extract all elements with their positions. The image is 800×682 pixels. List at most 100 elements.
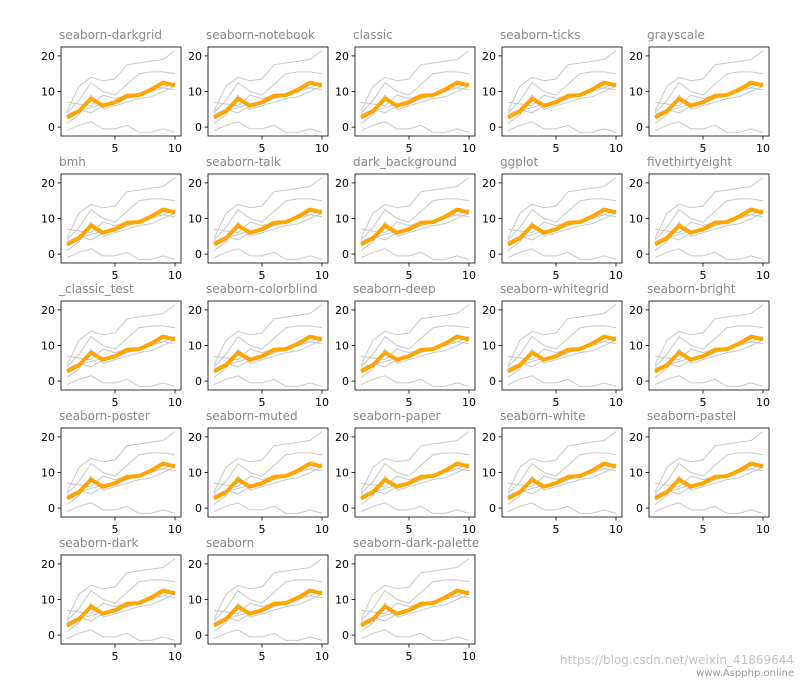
y-tick-label: 20 [629,177,643,190]
x-tick-label: 5 [259,142,266,155]
background-series-line [654,177,764,239]
highlight-series-line [654,207,764,247]
x-tick-label: 10 [462,142,476,155]
y-tick-label: 10 [335,213,349,226]
background-series-line [654,463,764,497]
background-series-line [66,590,176,624]
highlight-series-line [66,80,176,120]
panel-title: seaborn-deep [353,282,436,296]
x-tick-label: 10 [462,523,476,536]
background-series-line [66,452,176,495]
y-tick-label: 20 [335,431,349,444]
y-tick-label: 20 [629,50,643,63]
y-tick-label: 10 [41,86,55,99]
y-tick-label: 0 [342,248,349,261]
highlight-series-line [213,461,323,501]
y-tick-label: 0 [489,121,496,134]
y-tick-label: 20 [188,558,202,571]
background-series-line [66,502,176,514]
highlight-series-line [213,207,323,247]
background-series-line [360,71,470,114]
background-series-line [66,629,176,641]
y-tick-label: 0 [636,502,643,515]
x-tick-label: 5 [112,269,119,282]
highlight-series-line [360,80,470,120]
chart-panel: bmh 0 10 20 5 10 [41,155,182,282]
x-tick-label: 10 [168,523,182,536]
panel-title: bmh [59,155,86,169]
chart-panel: dark_background 0 10 20 5 10 [335,155,476,282]
background-series-line [507,375,617,387]
x-tick-label: 5 [553,269,560,282]
background-series-line [654,71,764,114]
watermark: https://blog.csdn.net/weixin_41869644 ww… [560,654,794,680]
background-series-line [66,248,176,260]
chart-panel: seaborn-colorblind 0 10 20 5 10 [188,282,329,409]
y-tick-label: 0 [48,121,55,134]
highlight-series-line [66,461,176,501]
y-tick-label: 10 [188,340,202,353]
background-series-line [360,463,470,497]
background-series-line [213,121,323,133]
panel-title: seaborn-colorblind [206,282,318,296]
background-series-line [360,198,470,241]
y-tick-label: 10 [482,86,496,99]
highlight-series-line [66,334,176,374]
background-series-line [507,209,617,243]
y-tick-label: 0 [636,248,643,261]
y-tick-label: 20 [41,50,55,63]
y-tick-label: 20 [335,558,349,571]
background-series-line [507,177,617,239]
background-series-line [360,558,470,620]
y-tick-label: 10 [629,86,643,99]
x-tick-label: 5 [553,142,560,155]
background-series-line [654,248,764,260]
y-tick-label: 10 [335,86,349,99]
background-series-line [66,71,176,114]
background-series-line [213,198,323,241]
chart-panel: seaborn-whitegrid 0 10 20 5 10 [482,282,623,409]
highlight-series-line [507,461,617,501]
background-series-line [360,248,470,260]
background-series-line [360,590,470,624]
panel-title: seaborn-notebook [206,28,315,42]
x-tick-label: 10 [609,396,623,409]
y-tick-label: 20 [629,431,643,444]
background-series-line [213,590,323,624]
background-series-line [507,121,617,133]
chart-panel: classic 0 10 20 5 10 [335,28,476,155]
x-tick-label: 5 [112,142,119,155]
chart-panel: grayscale 0 10 20 5 10 [629,28,770,155]
chart-panel: seaborn-darkgrid 0 10 20 5 10 [41,28,182,155]
x-tick-label: 5 [406,523,413,536]
x-tick-label: 5 [700,396,707,409]
x-tick-label: 10 [609,523,623,536]
watermark-site: www.Aspphp.online [696,668,794,679]
x-tick-label: 5 [112,396,119,409]
background-series-line [213,304,323,366]
chart-panel: seaborn-poster 0 10 20 5 10 [41,409,182,536]
x-tick-label: 10 [315,523,329,536]
y-tick-label: 10 [629,467,643,480]
y-tick-label: 20 [482,304,496,317]
x-tick-label: 10 [315,142,329,155]
background-series-line [360,579,470,622]
background-series-line [507,502,617,514]
y-tick-label: 20 [41,431,55,444]
x-tick-label: 10 [756,142,770,155]
chart-panel: seaborn-paper 0 10 20 5 10 [335,409,476,536]
highlight-series-line [360,461,470,501]
highlight-series-line [213,80,323,120]
background-series-line [213,50,323,112]
background-series-line [66,431,176,493]
background-series-line [507,50,617,112]
highlight-series-line [654,461,764,501]
highlight-series-line [507,207,617,247]
x-tick-label: 5 [259,396,266,409]
panel-title: seaborn-darkgrid [59,28,162,42]
background-series-line [360,629,470,641]
y-tick-label: 20 [188,50,202,63]
panel-title: seaborn-dark-palette [353,536,479,550]
x-tick-label: 5 [700,523,707,536]
